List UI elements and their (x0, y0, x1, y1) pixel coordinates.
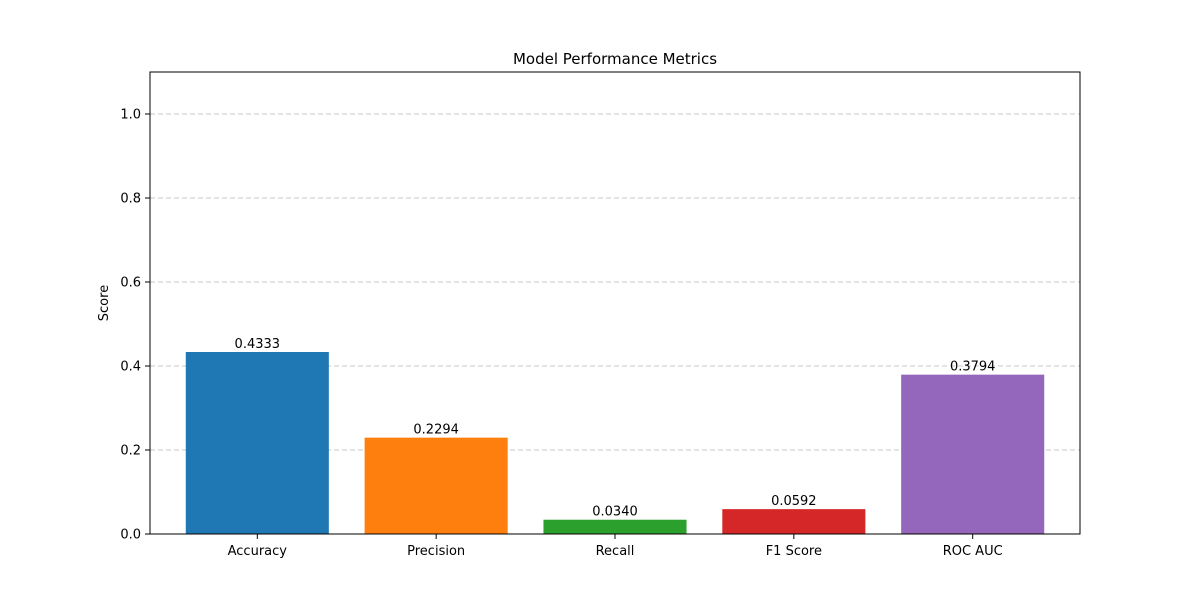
bar-roc-auc (901, 374, 1045, 534)
data-label: 0.4333 (235, 337, 281, 352)
y-tick-label: 0.4 (120, 360, 141, 375)
bar-precision (364, 437, 508, 534)
x-tick-label: Recall (596, 544, 635, 559)
data-label: 0.0592 (771, 494, 817, 509)
x-tick-label: F1 Score (766, 544, 822, 559)
bars (185, 352, 1045, 534)
x-axis-ticks: Accuracy Precision Recall F1 Score ROC AUC (228, 534, 1003, 559)
chart-title: Model Performance Metrics (513, 50, 717, 68)
y-axis-ticks: 0.0 0.2 0.4 0.6 0.8 1.0 (120, 108, 150, 543)
y-tick-label: 0.2 (120, 444, 141, 459)
data-label: 0.3794 (950, 360, 996, 375)
bar-recall (543, 519, 687, 534)
y-tick-label: 0.8 (120, 192, 141, 207)
x-tick-label: Accuracy (228, 544, 288, 559)
x-tick-label: Precision (407, 544, 465, 559)
data-label: 0.2294 (413, 423, 459, 438)
bar-f1-score (722, 509, 866, 534)
data-label: 0.0340 (592, 505, 638, 520)
y-tick-label: 0.0 (120, 528, 141, 543)
y-tick-label: 1.0 (120, 108, 141, 123)
x-tick-label: ROC AUC (943, 544, 1003, 559)
bar-accuracy (185, 352, 329, 534)
y-tick-label: 0.6 (120, 276, 141, 291)
y-axis-label: Score (97, 285, 112, 321)
data-labels: 0.4333 0.2294 0.0340 0.0592 0.3794 (235, 337, 996, 520)
